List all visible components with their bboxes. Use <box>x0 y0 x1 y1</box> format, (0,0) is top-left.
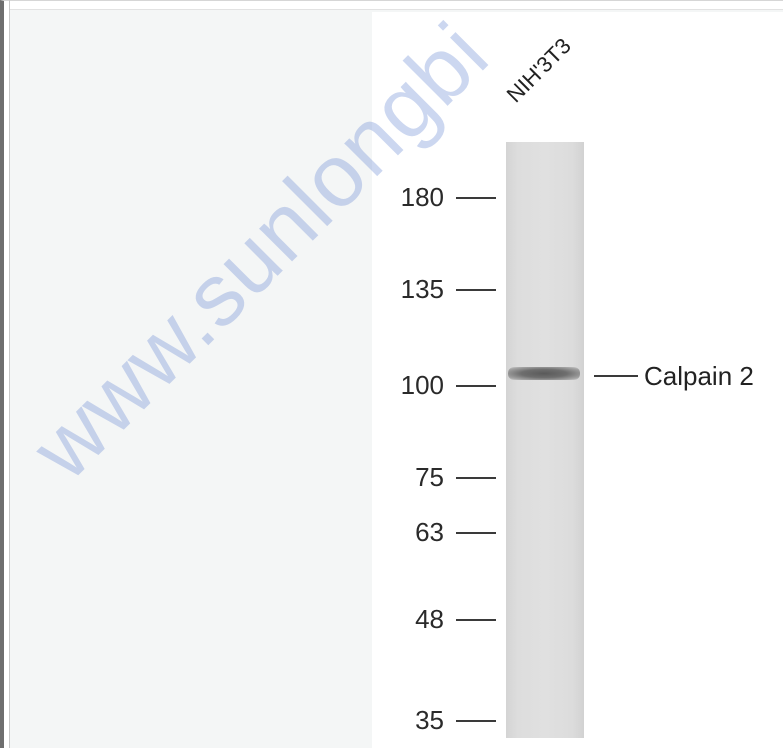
marker-tick <box>456 197 496 199</box>
marker-75: 75 <box>400 462 496 492</box>
protein-label: Calpain 2 <box>644 361 754 391</box>
marker-label: 48 <box>415 604 444 635</box>
marker-tick <box>456 384 496 387</box>
marker-label: 135 <box>400 273 444 304</box>
marker-label: 100 <box>400 369 444 400</box>
marker-100: 100 <box>400 370 496 400</box>
marker-180: 180 <box>400 182 496 212</box>
marker-35: 35 <box>400 705 496 735</box>
frame-top-rule <box>10 9 783 10</box>
marker-label: 180 <box>400 182 444 212</box>
marker-tick <box>456 619 496 622</box>
marker-48: 48 <box>400 604 496 634</box>
marker-tick <box>456 476 496 479</box>
marker-label: 35 <box>415 705 444 735</box>
protein-band <box>508 367 580 380</box>
frame-inner-rule <box>9 0 10 748</box>
marker-135: 135 <box>400 274 496 304</box>
protein-pointer-line <box>594 375 638 377</box>
marker-tick <box>456 720 496 722</box>
gel-lane <box>506 142 584 738</box>
marker-63: 63 <box>400 517 496 547</box>
marker-tick <box>456 288 496 291</box>
marker-label: 75 <box>415 461 444 492</box>
marker-tick <box>456 532 496 535</box>
marker-label: 63 <box>415 517 444 548</box>
